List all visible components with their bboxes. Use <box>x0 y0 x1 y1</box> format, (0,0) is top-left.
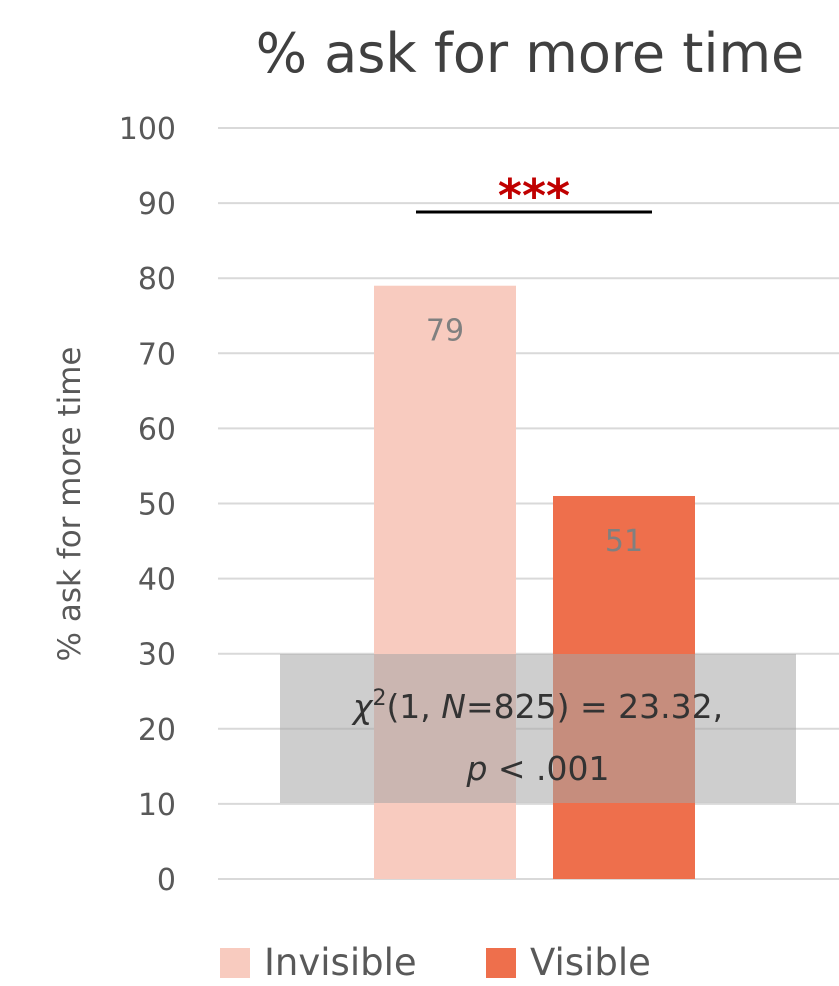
legend-label-invisible: Invisible <box>264 941 417 984</box>
legend-swatch-invisible <box>220 948 250 978</box>
stats-annotation-line1: χ2(1, N=825) = 23.32, <box>351 686 723 726</box>
y-axis-ticks: 0 10 20 30 40 50 60 70 80 90 100 <box>119 112 176 898</box>
data-labels: 79 51 <box>426 314 643 559</box>
data-label-invisible: 79 <box>426 314 464 349</box>
y-tick-label: 30 <box>138 638 176 673</box>
y-tick-label: 0 <box>157 863 176 898</box>
legend: Invisible Visible <box>220 941 651 984</box>
significance-stars: *** <box>498 169 570 223</box>
y-tick-label: 10 <box>138 788 176 823</box>
y-tick-label: 60 <box>138 412 176 447</box>
y-tick-label: 70 <box>138 337 176 372</box>
y-tick-label: 90 <box>138 187 176 222</box>
data-label-visible: 51 <box>605 524 643 559</box>
stats-value: =825) = 23.32, <box>466 687 723 726</box>
legend-swatch-visible <box>486 948 516 978</box>
p-value: < .001 <box>487 749 609 788</box>
chart-title: % ask for more time <box>256 22 805 85</box>
stats-annotation-line2: p < .001 <box>465 749 609 788</box>
stats-df: (1, <box>386 687 441 726</box>
y-tick-label: 40 <box>138 563 176 598</box>
stats-annotation: χ2(1, N=825) = 23.32, p < .001 <box>280 654 796 803</box>
significance-marker: *** <box>416 169 652 223</box>
legend-label-visible: Visible <box>530 941 651 984</box>
p-symbol: p <box>465 749 487 788</box>
chi-superscript: 2 <box>372 686 386 711</box>
stats-n-symbol: N <box>441 687 466 726</box>
y-axis-label: % ask for more time <box>52 347 88 662</box>
stats-annotation-box <box>280 654 796 803</box>
chi-symbol: χ <box>351 687 374 726</box>
y-tick-label: 80 <box>138 262 176 297</box>
y-tick-label: 50 <box>138 488 176 523</box>
y-tick-label: 100 <box>119 112 176 147</box>
y-tick-label: 20 <box>138 713 176 748</box>
